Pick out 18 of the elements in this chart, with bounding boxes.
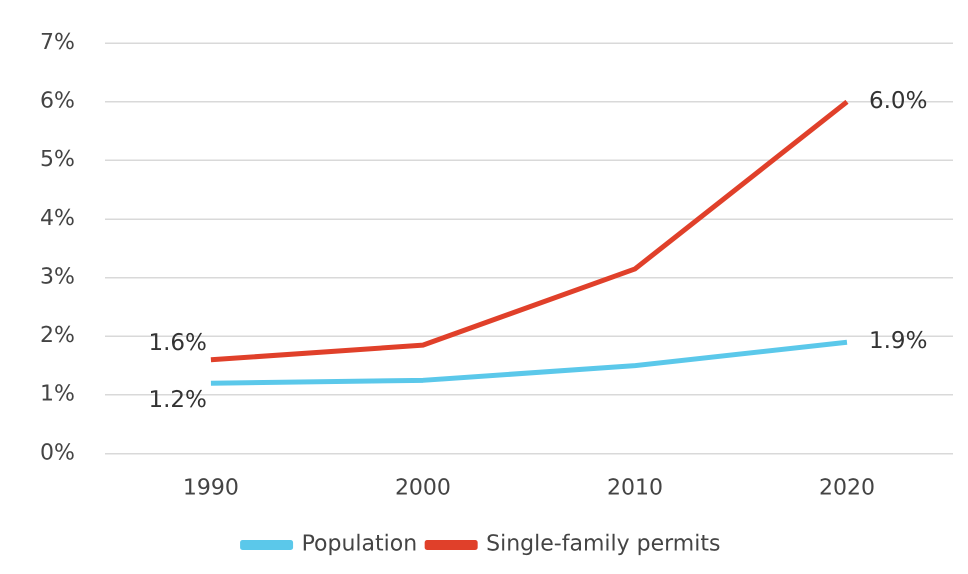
data-label: 1.6% [148,330,207,356]
legend-label: Single-family permits [486,532,720,557]
y-tick-label: 3% [40,264,75,290]
y-tick-label: 2% [40,323,75,348]
y-tick-label: 4% [40,206,75,231]
y-tick-label: 1% [40,382,75,407]
data-label: 1.2% [148,387,207,414]
y-tick-label: 0% [40,440,75,466]
data-label: 1.9% [868,328,928,354]
y-tick-label: 6% [40,88,75,114]
y-tick-label: 5% [40,147,75,172]
x-tick-label: 2000 [394,476,451,501]
legend-label: Population [302,532,418,557]
data-label: 6.0% [868,88,928,114]
y-tick-label: 7% [40,30,75,55]
x-tick-label: 1990 [182,476,239,501]
x-tick-label: 2020 [818,476,875,501]
x-tick-label: 2010 [606,476,663,501]
